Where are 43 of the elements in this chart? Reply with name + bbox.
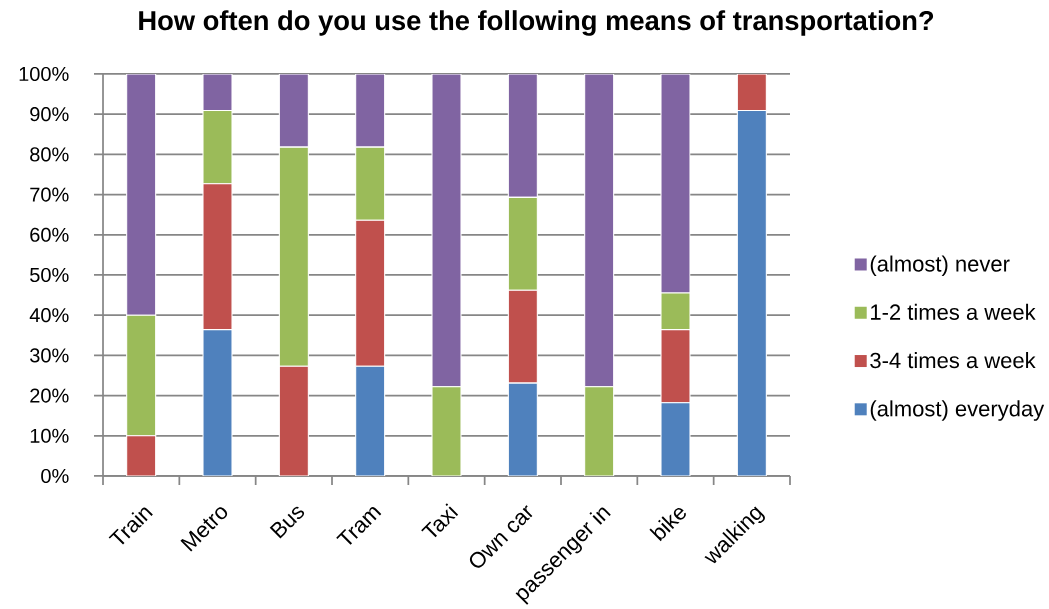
bar [736,73,767,112]
bar [202,110,233,185]
bar [126,73,157,316]
legend-label: 1-2 times a week [871,303,1036,320]
y-tick-label: 90% [30,107,69,122]
bar [507,382,538,476]
legend-label: (almost) everyday [870,400,1045,421]
x-tick-label: bike [649,507,686,542]
bar [355,73,386,148]
y-tick-label: 10% [30,428,69,443]
bar [278,365,309,476]
bar [355,365,386,476]
bar [278,146,309,367]
bar [431,73,462,388]
x-tick-label: Bus [269,506,305,539]
y-tick-label: 30% [30,348,69,363]
y-tick-label: 40% [29,308,69,323]
legend-label: (almost) never [870,255,1010,277]
bar [126,435,157,476]
bar [507,73,538,198]
y-tick-label: 20% [30,388,69,403]
bar [355,219,386,367]
bar [660,402,691,476]
y-tick-label: 0% [41,468,69,484]
x-tick-label: Taxi [421,503,459,538]
chart-title: How often do you use the following means of transportation? [139,10,934,36]
bar [507,289,538,384]
x-tick-label: Train [108,507,153,545]
y-tick-label: 80% [30,147,69,162]
y-tick-label: 100% [19,66,69,82]
bar [584,73,615,388]
bar [660,73,691,294]
bar [278,73,309,148]
bar [736,110,767,476]
y-tick-label: 50% [30,267,69,283]
bar [202,329,233,476]
y-tick-label: 60% [30,227,69,242]
bar [507,196,538,291]
bar [355,146,386,221]
bar [202,183,233,331]
legend-label: 3-4 times a week [870,352,1036,369]
y-tick-label: 70% [30,187,69,202]
bar [660,329,691,404]
